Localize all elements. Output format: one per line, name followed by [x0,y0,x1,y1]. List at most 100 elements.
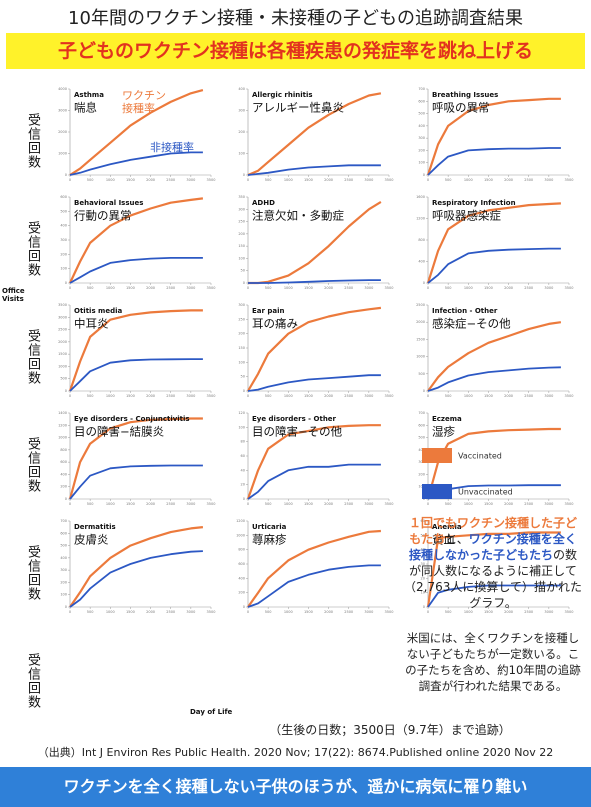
panel-title: Eye disorders - Conjunctivitis [74,415,190,423]
y-tick-label: 1500 [416,337,425,341]
x-tick-label: 500 [265,610,272,614]
series-line [69,89,204,176]
x-tick-label: 2500 [166,178,175,182]
legend-swatch [422,448,452,463]
x-tick-label: 3500 [207,394,216,398]
x-tick-label: 500 [87,502,94,506]
y-tick-label: 300 [238,303,245,307]
note: １回でもワクチン接種した子どもたちと、ワクチン接種を全く接種しなかった子どもたち… [404,515,582,611]
legend-swatch [422,484,452,499]
panel-title: Allergic rhinitis [252,91,313,99]
x-tick-label: 2000 [324,394,333,398]
x-tick-label: 2000 [146,178,155,182]
y-tick-label: 0 [423,389,425,393]
note-segment: の数が同人数になるように補正して（2,763人に換算して）描かれたグラフ。 [404,548,582,610]
x-tick-label: 0 [427,394,429,398]
y-tick-label: 1000 [58,152,67,156]
y-tick-label: 2500 [58,328,67,332]
legend-label: Vaccinated [458,452,502,461]
x-tick-label: 500 [265,178,272,182]
x-tick-label: 3000 [186,178,195,182]
y-tick-label: 500 [60,544,67,548]
y-tick-label: 400 [60,472,67,476]
y-axis-label-en: Office Visits [2,287,25,303]
panel-subtitle: 目の障害−結膜炎 [74,425,164,439]
x-tick-label: 1000 [106,502,115,506]
series-line [69,197,204,284]
y-tick-label: 300 [418,136,425,140]
x-tick-label: 2000 [504,502,513,506]
y-tick-label: 1000 [416,355,425,359]
x-tick-label: 2500 [166,394,175,398]
x-tick-label: 1000 [464,502,473,506]
panel-subtitle: 蕁麻疹 [252,533,287,547]
y-tick-label: 0 [243,605,245,609]
panel-subtitle: 貧血 [432,533,455,547]
y-tick-label: 200 [238,591,245,595]
y-tick-label: 0 [65,605,67,609]
panel-subtitle: 目の障害−その他 [252,425,343,439]
y-tick-label: 700 [418,411,425,415]
x-tick-label: 500 [265,502,272,506]
x-tick-label: 2000 [504,286,513,290]
x-tick-label: 1500 [484,178,493,182]
y-tick-label: 80 [241,440,245,444]
x-tick-label: 0 [247,610,249,614]
x-tick-label: 1500 [126,394,135,398]
y-tick-label: 60 [241,454,245,458]
x-tick-label: 0 [69,286,71,290]
x-tick-label: 2000 [324,286,333,290]
y-tick-label: 400 [238,87,245,91]
series-line [247,463,381,500]
plot-area [248,89,389,175]
x-tick-label: 0 [427,178,429,182]
panel-subtitle: 注意欠如・多動症 [252,209,344,223]
x-tick-label: 2000 [146,286,155,290]
x-tick-label: 3000 [364,178,373,182]
conclusion-banner: ワクチンを全く接種しない子供のほうが、遥かに病気に罹り難い [0,767,591,807]
y-tick-label: 500 [418,112,425,116]
y-tick-label: 1500 [58,352,67,356]
y-tick-label: 700 [60,519,67,523]
y-tick-label: 300 [60,568,67,572]
y-tick-label: 500 [60,377,67,381]
y-tick-label: 0 [243,389,245,393]
y-tick-label: 150 [238,244,245,248]
x-tick-label: 500 [265,394,272,398]
plot-area [428,305,569,391]
source: （出典）Int J Environ Res Public Health. 202… [37,746,554,759]
x-tick-label: 2000 [146,610,155,614]
y-tick-label: 150 [238,346,245,350]
page-title: 10年間のワクチン接種・未接種の子どもの追跡調査結果 [68,8,523,29]
x-tick-label: 1500 [484,502,493,506]
x-tick-label: 2500 [166,502,175,506]
x-tick-label: 2000 [504,610,513,614]
panel-title: Infection - Other [432,307,498,315]
x-tick-label: 3000 [364,502,373,506]
y-axis-label: 受信回数 [25,545,40,601]
x-tick-label: 2500 [344,394,353,398]
note-segment: ワクチン接種を全く接種しなかった子どもたち [408,532,577,562]
y-tick-label: 50 [421,533,425,537]
x-tick-label: 500 [445,610,452,614]
y-tick-label: 2500 [416,303,425,307]
y-tick-label: 100 [418,485,425,489]
x-tick-label: 0 [69,610,71,614]
y-tick-label: 1200 [416,217,425,221]
y-tick-label: 50 [241,375,245,379]
series-line [427,584,561,608]
x-tick-label: 3500 [207,502,216,506]
panel-subtitle: 呼吸器感染症 [432,209,501,223]
y-tick-label: 400 [60,224,67,228]
plot-area [70,413,211,499]
y-tick-label: 4000 [58,87,67,91]
panel-title: Eczema [432,415,462,423]
x-tick-label: 0 [69,178,71,182]
x-tick-label: 2000 [324,610,333,614]
x-tick-label: 3500 [565,502,574,506]
y-tick-label: 200 [238,130,245,134]
x-tick-label: 2500 [524,178,533,182]
x-tick-label: 2000 [324,502,333,506]
x-tick-label: 3500 [565,286,574,290]
